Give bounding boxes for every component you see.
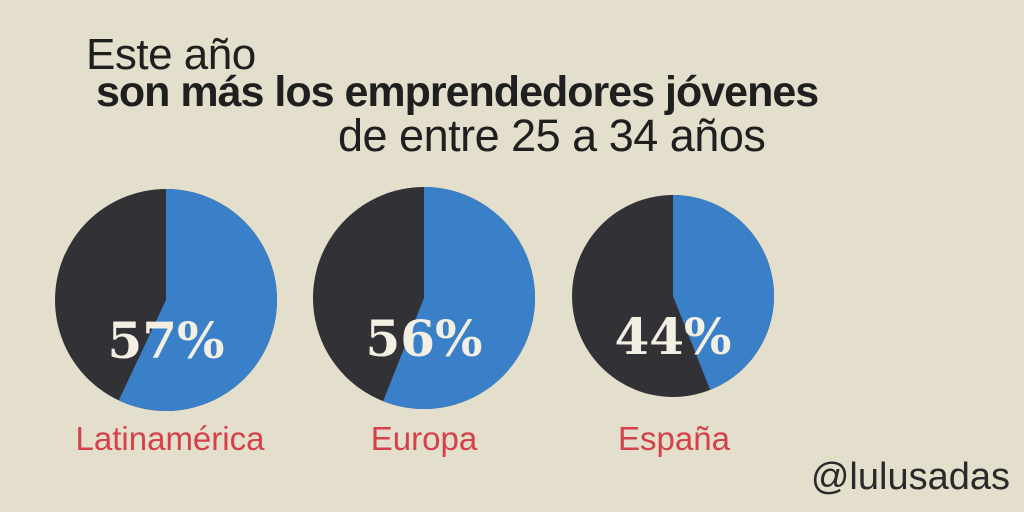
headline-line-3: de entre 25 a 34 años [338, 110, 766, 161]
pie-value-label-europa: 56% [365, 309, 482, 368]
headline-line-2: son más los emprendedores jóvenes [96, 68, 819, 116]
region-label-europa: Europa [370, 420, 478, 457]
headline-line-1: Este año [86, 30, 256, 79]
author-handle: @lulusadas [810, 456, 1010, 498]
pie-slice-latinamerica [118, 189, 278, 412]
pie-slice-espana [673, 195, 774, 390]
region-label-latinamerica: Latinamérica [75, 420, 265, 457]
pie-value-label-latinamerica: 57% [107, 311, 224, 370]
region-label-espana: España [618, 420, 730, 457]
pie-value-label-espana: 44% [614, 307, 731, 366]
pie-slice-europa [383, 187, 535, 409]
